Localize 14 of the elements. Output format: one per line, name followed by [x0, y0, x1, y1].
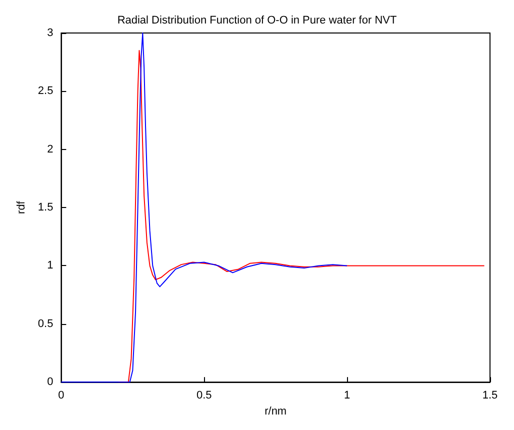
y-tick-label: 3: [47, 27, 54, 39]
x-tick-label: 1.5: [482, 390, 498, 402]
x-axis-title: r/nm: [264, 406, 287, 418]
x-tick-label: 0: [58, 390, 64, 402]
chart-title: Radial Distribution Function of O-O in Pure water for NVT: [117, 14, 397, 26]
x-tick-label: 1: [344, 390, 350, 402]
y-tick-label: 1.5: [38, 202, 54, 214]
y-tick-label: 0: [47, 376, 54, 388]
y-tick-label: 2: [47, 143, 54, 156]
y-tick-label: 1: [47, 260, 54, 272]
y-tick-label: 0.5: [38, 318, 54, 330]
x-tick-label: 0.5: [196, 390, 212, 402]
y-tick-label: 2.5: [38, 85, 54, 98]
y-axis-title: rdf: [16, 200, 28, 214]
